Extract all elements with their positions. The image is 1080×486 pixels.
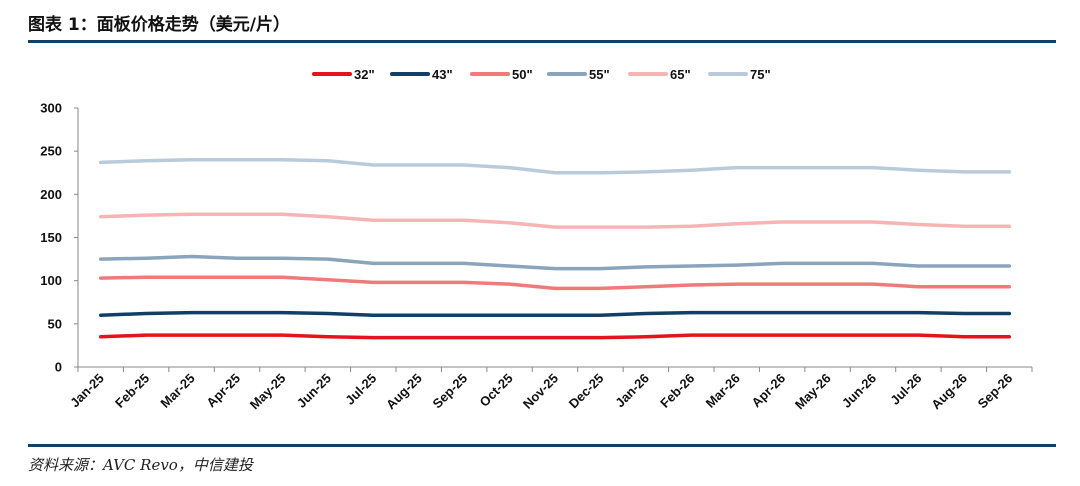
y-tick-label: 0 bbox=[55, 360, 62, 375]
x-tick-label: Jan-26 bbox=[612, 371, 652, 411]
plot-area bbox=[98, 158, 1012, 340]
x-tick-label: Dec-25 bbox=[566, 371, 607, 412]
y-tick-label: 200 bbox=[40, 187, 62, 202]
legend: 32" 43" 50" 55" 65" 75" bbox=[312, 67, 771, 82]
top-divider bbox=[28, 40, 1056, 43]
x-tick-label: Mar-26 bbox=[703, 371, 743, 411]
series-line-75in bbox=[98, 158, 1012, 175]
legend-label: 55" bbox=[589, 67, 610, 82]
legend-label: 50" bbox=[512, 67, 533, 82]
series-line-50in bbox=[98, 275, 1012, 291]
legend-label: 65" bbox=[670, 67, 691, 82]
x-tick-label: Apr-26 bbox=[749, 371, 789, 411]
x-tick-label: May-26 bbox=[792, 371, 834, 413]
series-line-43in bbox=[98, 310, 1012, 317]
x-tick-label: Jun-25 bbox=[294, 371, 334, 411]
x-tick-label: Jan-25 bbox=[67, 371, 107, 411]
x-tick-label: Aug-25 bbox=[383, 371, 425, 413]
x-tick-label: Aug-26 bbox=[928, 371, 970, 413]
x-tick-label: Feb-26 bbox=[657, 371, 697, 411]
x-tick-label: Jul-26 bbox=[887, 371, 924, 408]
legend-label: 43" bbox=[432, 67, 453, 82]
chart-title: 图表 1：面板价格走势（美元/片） bbox=[28, 15, 290, 35]
series-line-65in bbox=[98, 212, 1012, 229]
x-tick-label: Jun-26 bbox=[839, 371, 879, 411]
y-tick-label: 150 bbox=[40, 230, 62, 245]
series-line-55in bbox=[98, 254, 1012, 271]
x-tick-label: May-25 bbox=[247, 371, 289, 413]
x-tick-label: Feb-25 bbox=[112, 371, 152, 411]
x-tick-label: Oct-25 bbox=[476, 371, 515, 410]
y-tick-label: 50 bbox=[48, 316, 62, 331]
legend-label: 75" bbox=[750, 67, 771, 82]
x-tick-label: Sep-26 bbox=[975, 371, 1016, 412]
x-axis: Jan-25 Feb-25 Mar-25 Apr-25 May-25 Jun-25 Jul-… bbox=[67, 366, 1033, 413]
bottom-divider bbox=[28, 444, 1056, 447]
y-tick-label: 250 bbox=[40, 144, 62, 159]
legend-label: 32" bbox=[354, 67, 375, 82]
x-tick-label: Jul-25 bbox=[342, 371, 379, 408]
source-note: 资料来源：AVC Revo，中信建投 bbox=[28, 456, 253, 474]
x-tick-label: Mar-25 bbox=[157, 371, 197, 411]
x-tick-label: Sep-25 bbox=[430, 371, 471, 412]
y-tick-label: 300 bbox=[40, 101, 62, 116]
series-line-32in bbox=[98, 333, 1012, 340]
y-axis: 0 50 100 150 200 250 300 bbox=[40, 101, 79, 375]
y-tick-label: 100 bbox=[40, 273, 62, 288]
x-tick-label: Nov-25 bbox=[520, 371, 561, 412]
x-tick-label: Apr-25 bbox=[203, 371, 243, 411]
